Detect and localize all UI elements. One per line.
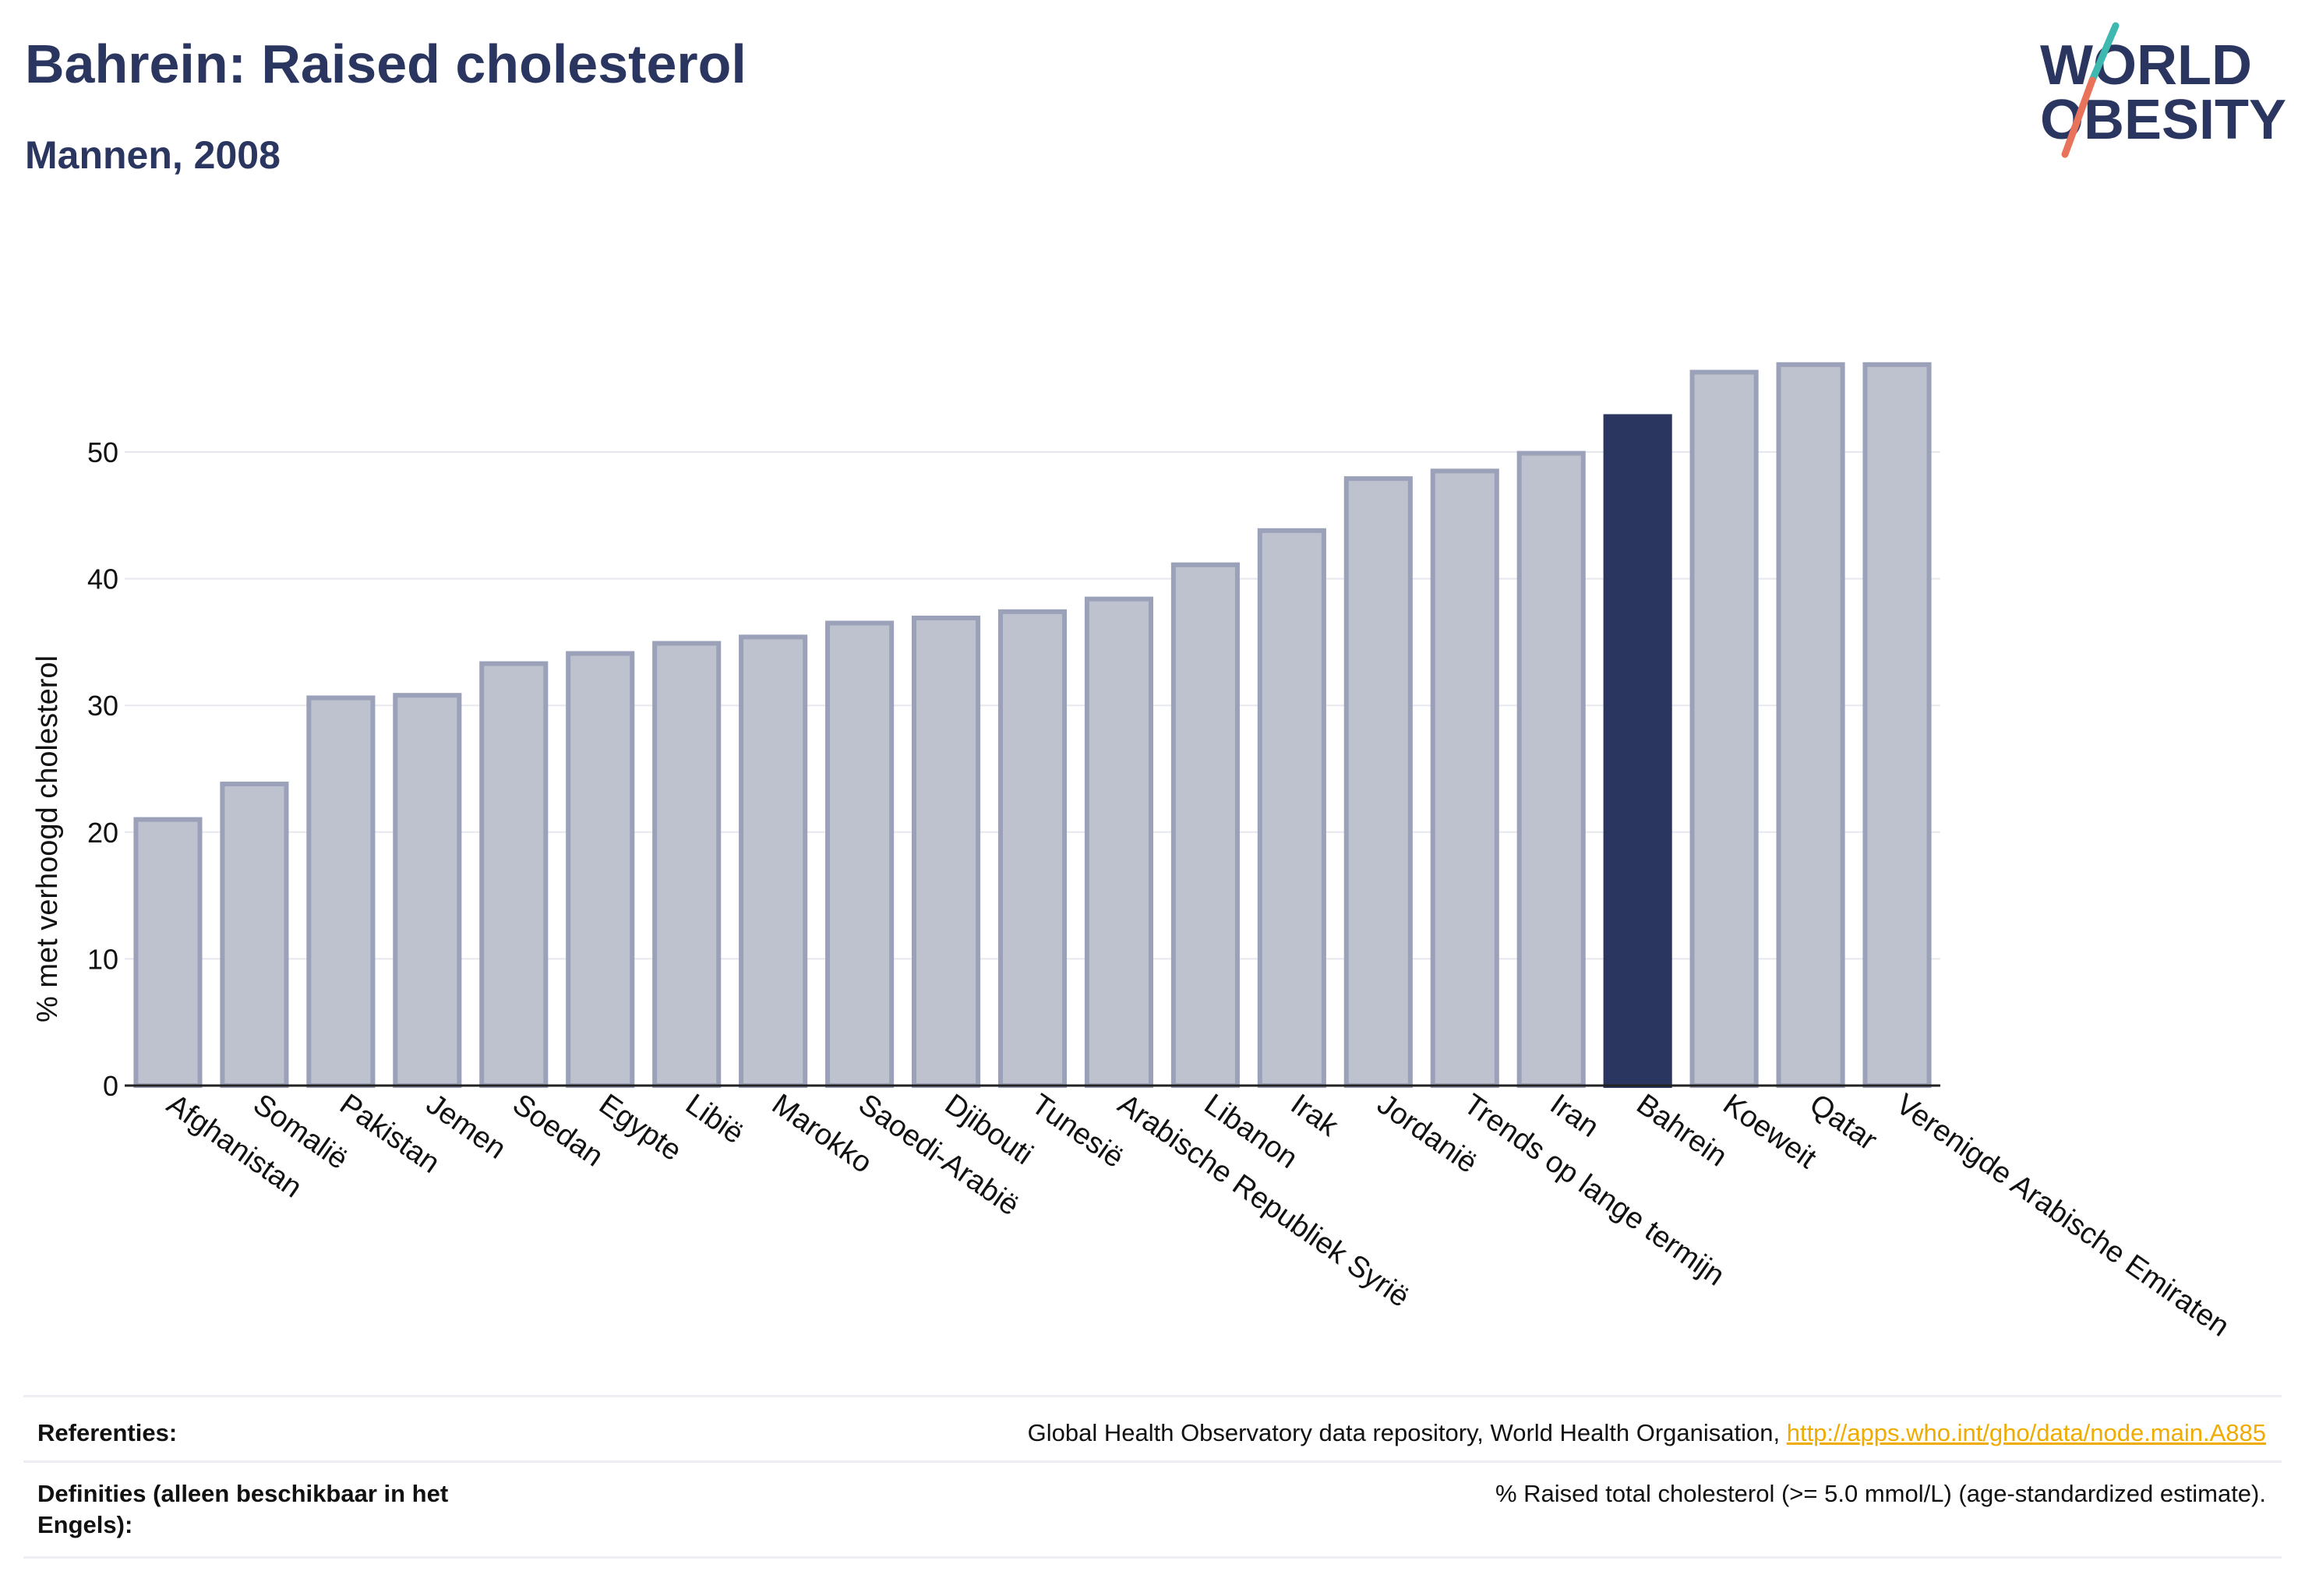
footer-table: Referenties: Global Health Observatory d…: [23, 1395, 2282, 1559]
y-tick-label: 40: [87, 563, 118, 595]
y-tick-label: 20: [87, 817, 118, 849]
bar: [566, 651, 635, 1088]
y-tick-label: 50: [87, 436, 118, 468]
bar: [393, 693, 462, 1089]
y-tick-label: 30: [87, 690, 118, 722]
bar: [1430, 468, 1499, 1088]
x-tick-label: Irak: [1285, 1088, 1345, 1143]
x-tick-label: Soedan: [507, 1088, 609, 1174]
world-obesity-logo: WORLD OBESITY: [2040, 22, 2286, 158]
logo-slash-coral: [2061, 76, 2096, 158]
bar: [825, 620, 895, 1088]
definitions-row: Definities (alleen beschikbaar in het En…: [23, 1460, 2282, 1559]
x-tick-label: Tunesië: [1025, 1088, 1130, 1174]
x-tick-label: Libië: [679, 1088, 750, 1150]
bar: [1862, 362, 1932, 1088]
bar: [1343, 476, 1413, 1088]
y-tick-labels: 0 10 20 30 40 50: [87, 436, 118, 1102]
x-tick-label: Bahrein: [1631, 1088, 1733, 1174]
bar: [306, 695, 376, 1088]
bar: [133, 817, 203, 1089]
bar: [1170, 562, 1240, 1088]
y-tick-label: 0: [103, 1070, 118, 1102]
bar: [1084, 596, 1154, 1088]
bar-chart: 0 10 20 30 40 50 AfghanistanSomaliëPakistanJe…: [31, 362, 2235, 1344]
bar: [911, 616, 981, 1088]
y-tick-label: 10: [87, 943, 118, 975]
bar: [1776, 362, 1845, 1088]
bar: [997, 609, 1068, 1088]
bar: [1603, 414, 1672, 1088]
bar: [652, 641, 722, 1088]
bar: [479, 661, 549, 1088]
references-link[interactable]: http://apps.who.int/gho/data/node.main.A…: [1786, 1419, 2266, 1446]
chart-subtitle: Mannen, 2008: [25, 133, 281, 177]
references-label: Referenties:: [37, 1419, 178, 1446]
bars: [133, 362, 1932, 1089]
bar: [1257, 528, 1326, 1088]
x-tick-label: Egypte: [593, 1088, 687, 1167]
bar: [1516, 450, 1586, 1088]
logo-line-1: WORLD: [2040, 34, 2252, 97]
definitions-label: Definities (alleen beschikbaar in het En…: [37, 1480, 449, 1538]
references-row: Referenties: Global Health Observatory d…: [23, 1395, 2282, 1460]
x-tick-label: Koeweit: [1717, 1088, 1822, 1175]
x-tick-labels: AfghanistanSomaliëPakistanJemenSoedanEgy…: [161, 1088, 2235, 1344]
bar: [739, 634, 808, 1088]
chart-title: Bahrein: Raised cholesterol: [25, 34, 747, 94]
logo-slash-teal: [2088, 22, 2120, 84]
references-text: Global Health Observatory data repositor…: [1027, 1419, 1787, 1446]
definitions-value: % Raised total cholesterol (>= 5.0 mmol/…: [1495, 1480, 2266, 1507]
references-value: Global Health Observatory data repositor…: [1028, 1418, 2266, 1449]
x-tick-label: Iran: [1544, 1088, 1605, 1144]
bar: [220, 782, 289, 1089]
bar: [1689, 369, 1759, 1088]
y-axis-label: % met verhoogd cholesterol: [31, 655, 64, 1022]
x-tick-label: Verenigde Arabische Emiraten: [1890, 1088, 2235, 1344]
